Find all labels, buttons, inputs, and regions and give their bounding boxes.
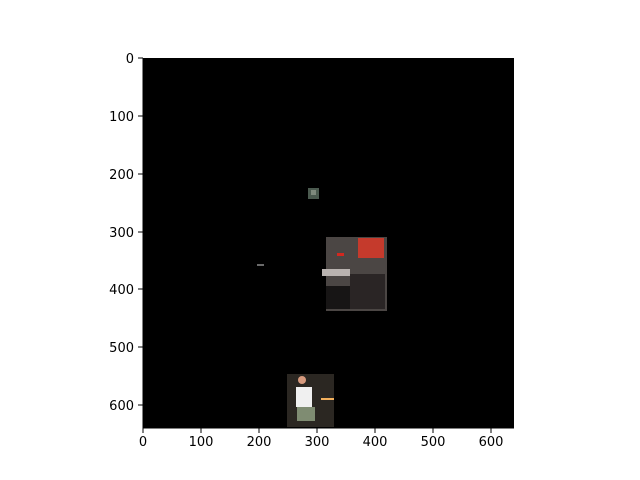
y-tick-label: 400 bbox=[109, 283, 134, 298]
y-tick-label: 600 bbox=[109, 399, 134, 414]
image-patch-small-detail bbox=[311, 190, 316, 195]
y-tick-label: 100 bbox=[109, 110, 134, 125]
y-tick-label: 500 bbox=[109, 341, 134, 356]
x-axis: 0 100 200 300 400 500 600 bbox=[139, 428, 504, 450]
room-upper-red bbox=[358, 238, 384, 258]
room-floor bbox=[350, 274, 385, 309]
image-patch-dash bbox=[257, 264, 264, 266]
x-tick-label: 500 bbox=[421, 435, 446, 450]
y-axis: 0 100 200 300 400 500 600 bbox=[109, 52, 143, 414]
x-tick-label: 100 bbox=[189, 435, 214, 450]
x-tick-label: 200 bbox=[247, 435, 272, 450]
background-light bbox=[321, 398, 334, 400]
y-tick-label: 0 bbox=[126, 52, 134, 67]
room-red-accent bbox=[337, 253, 344, 256]
x-tick-label: 600 bbox=[479, 435, 504, 450]
y-tick-label: 200 bbox=[109, 168, 134, 183]
x-tick-label: 0 bbox=[139, 435, 147, 450]
x-tick-label: 400 bbox=[363, 435, 388, 450]
person-legs bbox=[297, 407, 315, 421]
person-head bbox=[298, 376, 306, 384]
y-tick-label: 300 bbox=[109, 226, 134, 241]
person-shirt bbox=[296, 387, 312, 407]
x-tick-label: 300 bbox=[305, 435, 330, 450]
room-shelf bbox=[322, 269, 350, 276]
room-dark-block bbox=[326, 286, 350, 309]
